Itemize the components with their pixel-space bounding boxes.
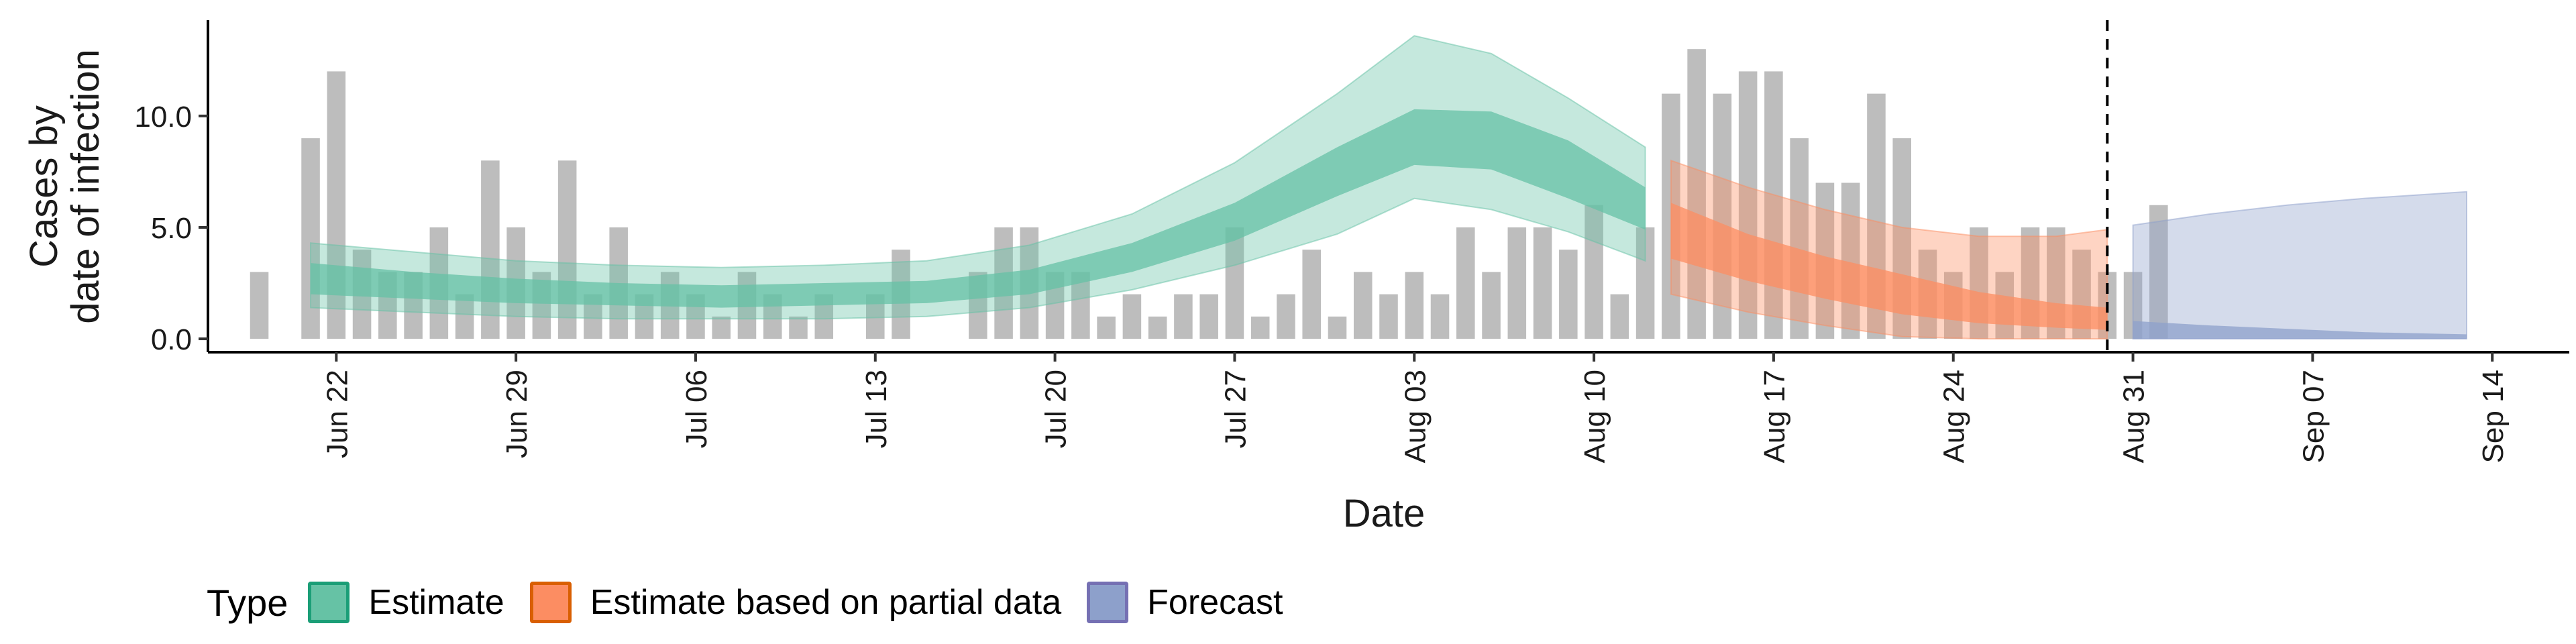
case-bar bbox=[789, 316, 808, 339]
estimate-inner-ribbon bbox=[311, 109, 1646, 308]
legend-label-estimate: Estimate bbox=[368, 583, 504, 622]
case-bar bbox=[1507, 227, 1527, 339]
case-bar bbox=[1277, 294, 1295, 339]
legend-label-partial: Estimate based on partial data bbox=[590, 583, 1062, 622]
x-tick-label: Jun 29 bbox=[500, 370, 533, 458]
y-tick-label: 10.0 bbox=[134, 101, 192, 133]
legend: Type Estimate Estimate based on partial … bbox=[207, 576, 1308, 629]
partial-outer-ribbon bbox=[1670, 159, 2108, 340]
x-tick-label: Jul 20 bbox=[1040, 370, 1073, 448]
legend-swatch-forecast bbox=[1087, 582, 1129, 623]
case-bar bbox=[1687, 49, 1706, 339]
case-bar bbox=[1790, 138, 1809, 339]
case-bar bbox=[1097, 316, 1116, 339]
case-bar bbox=[1250, 316, 1270, 339]
case-bar bbox=[712, 316, 731, 339]
x-tick-label: Jun 22 bbox=[321, 370, 354, 458]
y-axis-title: Cases bydate of infection bbox=[22, 49, 107, 324]
case-bar bbox=[1174, 294, 1193, 339]
case-bar bbox=[250, 272, 269, 339]
x-tick-label: Aug 17 bbox=[1758, 370, 1791, 463]
x-tick-label: Aug 31 bbox=[2118, 370, 2151, 463]
case-bar bbox=[481, 160, 500, 339]
case-bar bbox=[1379, 294, 1398, 339]
y-axis-title-line: date of infection bbox=[64, 49, 107, 324]
legend-item-estimate: Estimate bbox=[308, 582, 504, 623]
case-bar bbox=[1713, 93, 1732, 339]
case-bar bbox=[1328, 316, 1347, 339]
case-bar bbox=[1610, 294, 1629, 339]
x-axis-title: Date bbox=[1343, 492, 1426, 535]
case-bar bbox=[1482, 272, 1501, 339]
x-tick-label: Sep 07 bbox=[2297, 370, 2330, 463]
x-tick-label: Jul 13 bbox=[860, 370, 893, 448]
case-bar bbox=[1456, 227, 1475, 339]
y-axis: 0.0 5.0 10.0 bbox=[134, 20, 209, 356]
case-bar bbox=[1738, 71, 1758, 339]
partial-inner-ribbon bbox=[1670, 203, 2108, 330]
forecast-inner-ribbon bbox=[2133, 321, 2467, 339]
case-bar bbox=[1353, 272, 1373, 339]
x-tick-label: Sep 14 bbox=[2477, 370, 2510, 463]
legend-label-forecast: Forecast bbox=[1147, 583, 1283, 622]
case-bar bbox=[1559, 250, 1578, 339]
case-bar bbox=[1199, 294, 1218, 339]
legend-swatch-partial bbox=[529, 582, 572, 623]
case-bar bbox=[1122, 294, 1142, 339]
case-bar bbox=[1533, 227, 1552, 339]
x-tick-label: Jul 27 bbox=[1219, 370, 1252, 448]
case-bar bbox=[301, 138, 320, 339]
case-bar bbox=[1148, 316, 1167, 339]
case-bar bbox=[2149, 205, 2168, 339]
x-tick-label: Aug 03 bbox=[1399, 370, 1432, 463]
case-bar bbox=[1225, 227, 1244, 339]
y-axis-title-line: Cases by bbox=[22, 105, 66, 268]
estimate-ribbons bbox=[310, 35, 2467, 340]
legend-item-partial: Estimate based on partial data bbox=[529, 582, 1062, 623]
case-bar bbox=[1764, 71, 1783, 339]
case-bar bbox=[455, 294, 474, 339]
legend-swatch-estimate bbox=[308, 582, 350, 623]
legend-item-forecast: Forecast bbox=[1087, 582, 1283, 623]
case-bar bbox=[1302, 250, 1321, 339]
y-tick-label: 5.0 bbox=[151, 212, 192, 245]
case-bar bbox=[1841, 182, 1860, 339]
y-tick-label: 0.0 bbox=[151, 323, 192, 356]
x-tick-label: Aug 10 bbox=[1578, 370, 1611, 463]
x-axis: Jun 22 Jun 29 Jul 06 Jul 13 Jul 20 Jul 27 Aug … bbox=[208, 351, 2569, 463]
forecast-outer-ribbon bbox=[2132, 191, 2467, 340]
case-bar bbox=[1585, 205, 1603, 339]
case-bar bbox=[1405, 272, 1424, 339]
case-bar bbox=[1430, 294, 1450, 339]
case-bar bbox=[557, 160, 577, 339]
x-tick-label: Aug 24 bbox=[1938, 370, 1971, 463]
legend-title: Type bbox=[207, 581, 288, 624]
x-tick-label: Jul 06 bbox=[680, 370, 713, 448]
